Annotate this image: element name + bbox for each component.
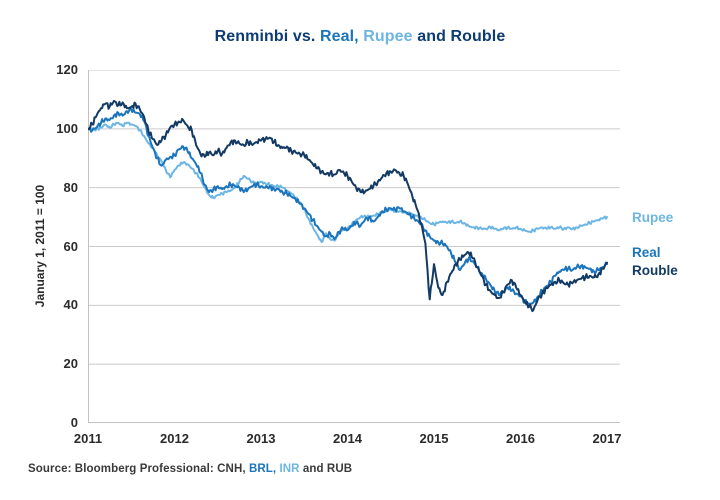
y-tick-label: 40 bbox=[63, 297, 78, 313]
chart-title: Renminbi vs. Real, Rupee and Rouble bbox=[0, 28, 720, 46]
source-segment: Source: Bloomberg Professional: CNH, bbox=[28, 463, 249, 475]
series-line-rouble bbox=[88, 99, 608, 313]
x-tick-label: 2013 bbox=[246, 431, 276, 446]
plot-area bbox=[88, 70, 620, 423]
source-segment: INR bbox=[279, 463, 300, 475]
title-segment: Rupee bbox=[363, 28, 413, 45]
x-tick-label: 2016 bbox=[506, 431, 535, 446]
x-tick-label: 2011 bbox=[73, 431, 103, 446]
title-segment: and Rouble bbox=[412, 28, 506, 45]
series-label-real: Real bbox=[632, 245, 661, 260]
source-note: Source: Bloomberg Professional: CNH, BRL… bbox=[28, 463, 352, 475]
series-label-rupee: Rupee bbox=[632, 210, 674, 225]
series-label-rouble: Rouble bbox=[632, 263, 678, 278]
y-tick-label: 60 bbox=[63, 238, 78, 254]
x-tick-label: 2012 bbox=[160, 431, 189, 446]
y-tick-label: 0 bbox=[70, 415, 78, 430]
source-segment: and RUB bbox=[299, 463, 353, 475]
y-tick-label: 120 bbox=[56, 62, 78, 77]
y-tick-label: 100 bbox=[56, 120, 78, 136]
title-segment: Real, bbox=[319, 28, 364, 45]
y-tick-label: 80 bbox=[63, 179, 78, 195]
x-tick-label: 2015 bbox=[419, 431, 449, 446]
x-tick-label: 2014 bbox=[333, 431, 362, 446]
x-tick-label: 2017 bbox=[592, 431, 622, 446]
source-segment: BRL, bbox=[248, 463, 280, 475]
y-tick-label: 20 bbox=[63, 356, 78, 372]
title-segment: Renminbi vs. bbox=[214, 28, 320, 45]
series-line-rupee bbox=[88, 121, 608, 244]
